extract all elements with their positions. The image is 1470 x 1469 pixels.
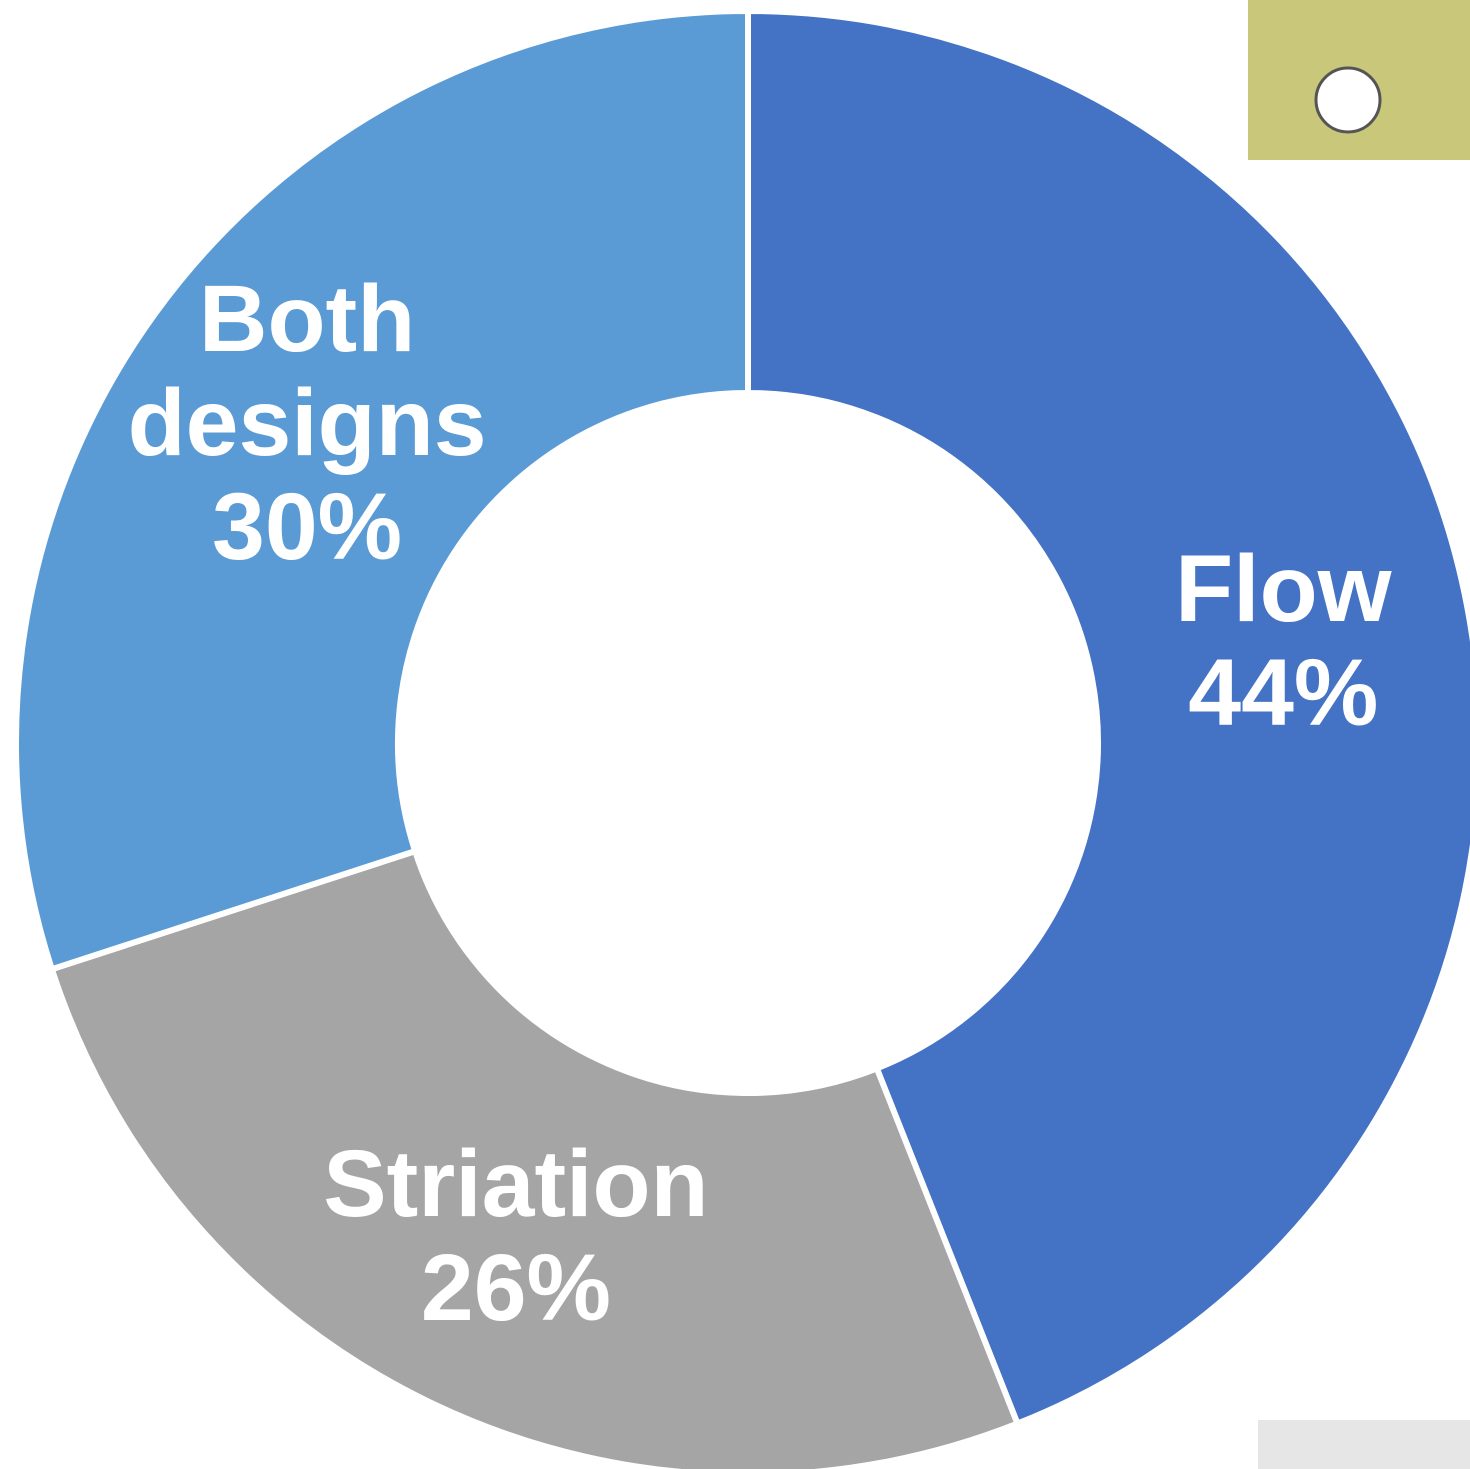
category-label: Striation	[276, 1132, 756, 1236]
category-label: Both designs	[67, 267, 547, 475]
value-label: 44%	[1043, 641, 1470, 745]
value-label: 26%	[276, 1236, 756, 1340]
page: Flow44% Striation26% Both designs30%	[0, 0, 1470, 1469]
thumbnail-image	[1258, 1420, 1470, 1469]
category-label: Flow	[1043, 537, 1470, 641]
value-label: 30%	[67, 475, 547, 579]
thumbnail-circle	[1316, 68, 1380, 132]
